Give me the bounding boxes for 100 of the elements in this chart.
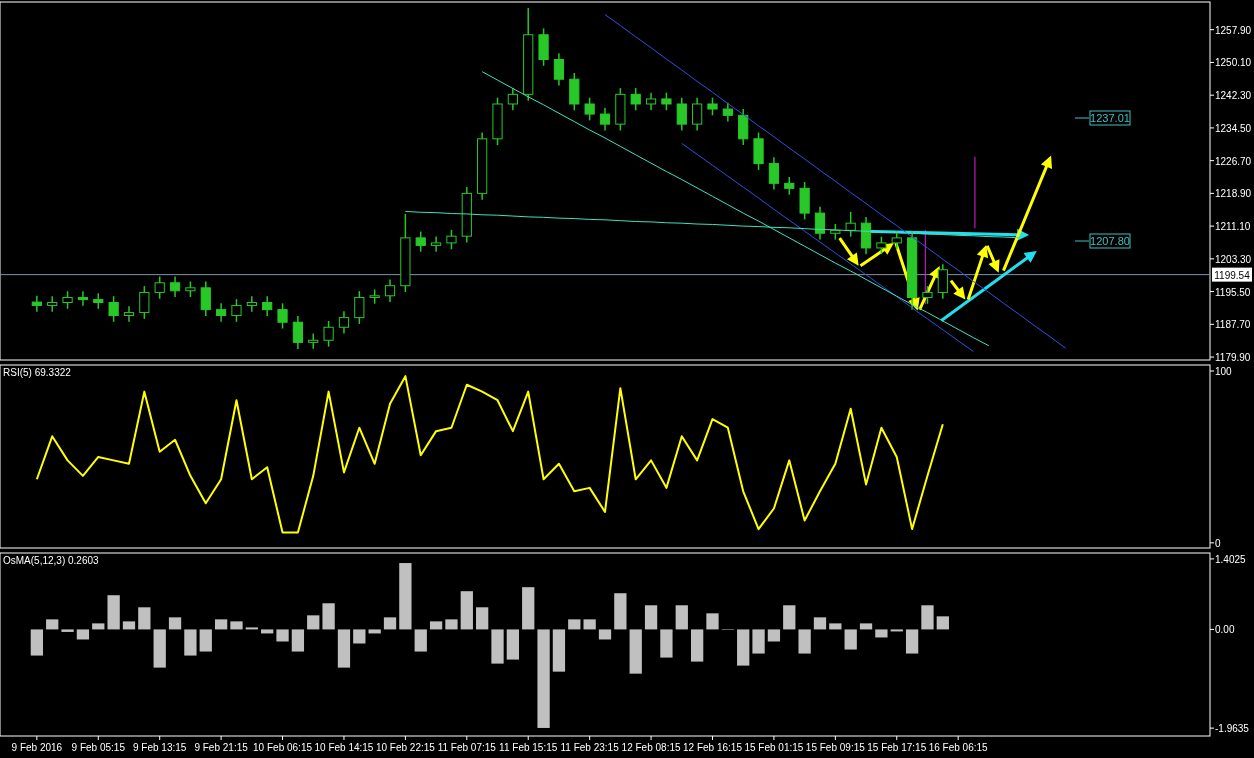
x-tick-label: 9 Feb 2016	[11, 742, 63, 753]
y-tick-label: 1211.10	[1215, 221, 1251, 233]
bar	[783, 605, 796, 630]
candlestick	[584, 96, 595, 122]
x-tick-label: 11 Feb 07:15	[437, 742, 497, 753]
x-tick-label: 15 Feb 17:15	[867, 742, 927, 753]
bar	[890, 629, 903, 632]
candlestick	[599, 107, 611, 132]
x-tick-label: 12 Feb 08:15	[621, 742, 681, 753]
candlestick	[47, 295, 58, 313]
candlestick	[200, 280, 211, 317]
y-tick-label: 1226.70	[1215, 155, 1252, 167]
bar	[414, 629, 427, 652]
bar	[644, 605, 658, 630]
bar	[122, 621, 136, 630]
candlestick	[277, 302, 288, 330]
x-tick-label: 12 Feb 16:15	[683, 742, 743, 753]
line-series	[681, 142, 975, 353]
bar	[690, 629, 704, 662]
y-tick-label: -1.9635	[1215, 723, 1250, 735]
candlestick	[308, 332, 319, 350]
y-tick-label: 1203.30	[1215, 253, 1252, 265]
x-tick-label: 9 Feb 05:15	[71, 742, 126, 753]
candlestick	[630, 87, 641, 112]
bar	[522, 587, 535, 630]
candlestick	[338, 310, 350, 335]
bar	[859, 623, 873, 630]
candlestick	[814, 206, 826, 241]
candlestick	[262, 295, 273, 317]
bar	[291, 629, 305, 652]
bar	[337, 629, 351, 668]
bar	[813, 617, 827, 630]
candlestick	[553, 52, 565, 87]
bar	[322, 603, 335, 630]
bar	[276, 629, 289, 642]
bar	[767, 629, 781, 642]
bar	[875, 629, 888, 638]
x-tick-label: 10 Feb 14:15	[314, 742, 374, 753]
chart-title: RSI(5) 69.3322	[3, 367, 72, 378]
candlestick	[354, 290, 365, 325]
bar	[798, 629, 811, 654]
bar	[184, 629, 197, 656]
y-tick-label: 1179.90	[1215, 352, 1251, 364]
bar	[92, 623, 105, 630]
candlestick	[154, 275, 165, 300]
bar	[537, 629, 550, 728]
candlestick	[722, 101, 733, 123]
x-tick-label: 9 Feb 13:15	[133, 742, 187, 753]
ref-line-label: 1199.54	[1214, 269, 1251, 281]
candlestick	[169, 275, 181, 298]
line-series	[35, 375, 944, 534]
candlestick	[216, 302, 227, 323]
y-tick-label: 1250.10	[1215, 57, 1252, 69]
bar	[214, 619, 228, 630]
bar	[706, 613, 719, 630]
bar	[598, 629, 612, 640]
candlestick	[768, 156, 780, 191]
bar	[61, 629, 74, 632]
y-tick-label: 1.4025	[1215, 553, 1247, 565]
candlestick	[845, 211, 856, 238]
candlestick	[108, 295, 119, 323]
candlestick	[430, 235, 442, 253]
candlestick	[246, 295, 257, 313]
candlestick	[415, 230, 426, 253]
bar	[245, 627, 258, 630]
bar	[368, 629, 381, 634]
x-tick-label: 15 Feb 01:15	[744, 742, 804, 753]
bar	[936, 616, 949, 630]
bar	[153, 629, 166, 668]
bar	[445, 619, 458, 630]
bar	[568, 619, 581, 630]
bar	[506, 629, 520, 660]
candlestick	[323, 320, 334, 348]
bar	[921, 605, 934, 630]
bar	[107, 595, 120, 630]
bar	[752, 629, 765, 654]
candlestick	[446, 229, 457, 250]
candlestick	[123, 305, 135, 323]
bar	[552, 629, 566, 672]
y-tick-label: 1257.90	[1215, 24, 1252, 36]
bar	[168, 617, 182, 630]
candlestick	[292, 315, 303, 350]
candlestick	[139, 285, 150, 320]
bar	[230, 621, 243, 630]
y-tick-label: 0.00	[1215, 624, 1235, 636]
x-tick-label: 10 Feb 06:15	[253, 742, 313, 753]
bar	[429, 621, 443, 630]
candlestick	[77, 290, 89, 307]
bar	[138, 607, 151, 630]
bar	[46, 619, 59, 630]
x-tick-label: 16 Feb 06:15	[928, 742, 989, 753]
bar	[353, 629, 366, 644]
bar	[614, 593, 627, 630]
bar	[261, 629, 274, 634]
bar	[629, 629, 642, 674]
bar	[76, 629, 90, 640]
x-tick-label: 9 Feb 21:15	[194, 742, 249, 753]
y-tick-label: 1234.50	[1215, 122, 1252, 134]
candlestick	[384, 278, 396, 303]
bar	[829, 623, 842, 630]
